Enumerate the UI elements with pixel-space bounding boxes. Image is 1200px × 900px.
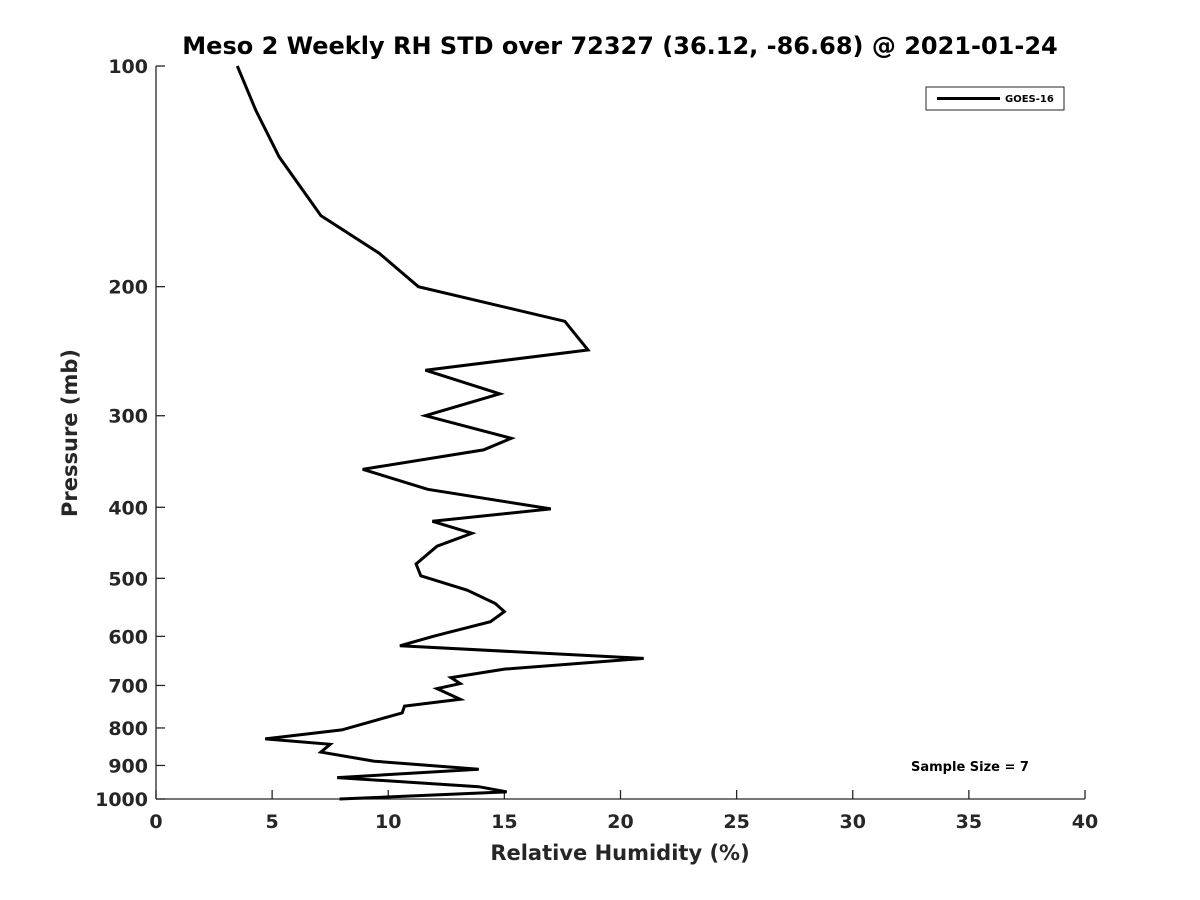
series-layer — [235, 65, 644, 801]
y-tick-label: 400 — [108, 497, 148, 519]
x-axis-ticks: 0 5 10 15 20 25 30 35 40 — [149, 790, 1098, 833]
legend: GOES-16 — [925, 86, 1065, 111]
y-axis-label: Pressure (mb) — [58, 349, 82, 517]
x-tick-label: 5 — [266, 811, 279, 833]
y-tick-label: 700 — [108, 675, 148, 697]
x-tick-label: 25 — [723, 811, 749, 833]
y-tick-label: 500 — [108, 568, 148, 590]
x-axis-label: Relative Humidity (%) — [490, 841, 749, 865]
x-tick-label: 35 — [956, 811, 982, 833]
series-line-goes-16 — [235, 65, 644, 801]
y-tick-label: 300 — [108, 406, 148, 428]
y-tick-label: 100 — [108, 56, 148, 78]
x-tick-label: 40 — [1072, 811, 1098, 833]
legend-entry-goes-16: GOES-16 — [1005, 94, 1054, 105]
y-tick-label: 900 — [108, 755, 148, 777]
y-tick-label: 600 — [108, 626, 148, 648]
x-tick-label: 15 — [491, 811, 517, 833]
sample-size-annotation: Sample Size = 7 — [911, 760, 1029, 775]
x-tick-label: 20 — [607, 811, 633, 833]
y-tick-label: 1000 — [95, 789, 148, 811]
y-axis-ticks: 100 200 300 400 500 600 700 800 900 1000 — [95, 56, 165, 811]
x-tick-label: 30 — [840, 811, 866, 833]
y-tick-label: 200 — [108, 277, 148, 299]
chart-title: Meso 2 Weekly RH STD over 72327 (36.12, … — [182, 32, 1057, 60]
x-tick-label: 10 — [375, 811, 401, 833]
x-tick-label: 0 — [149, 811, 162, 833]
y-tick-label: 800 — [108, 718, 148, 740]
